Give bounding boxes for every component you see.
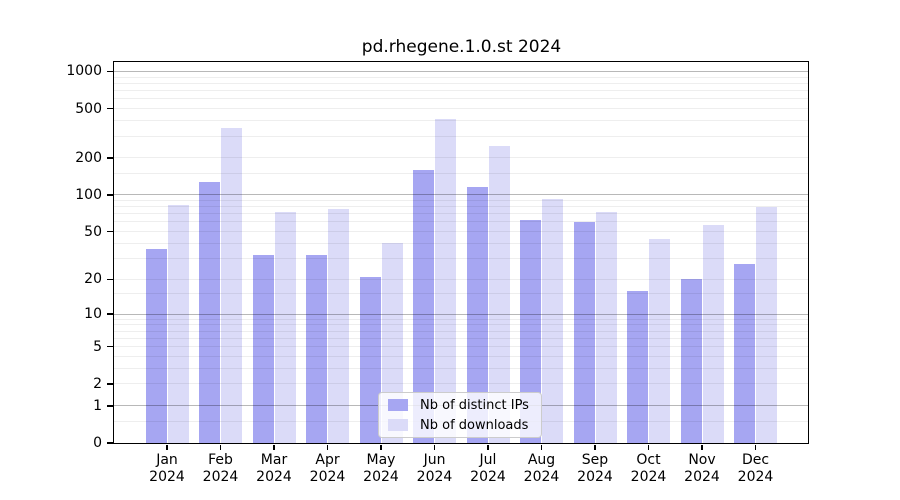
bar-distinct-ips-oct bbox=[627, 290, 648, 443]
bar-downloads-apr bbox=[328, 209, 349, 443]
bar-downloads-dec bbox=[756, 207, 777, 443]
x-tick-mark-may bbox=[380, 444, 382, 450]
legend-item-downloads: Nb of downloads bbox=[388, 418, 532, 433]
bar-downloads-mar bbox=[274, 211, 296, 443]
x-tick-mark-apr bbox=[326, 444, 329, 450]
bar-downloads-oct bbox=[649, 239, 670, 443]
gridline-minor bbox=[114, 82, 808, 84]
y-tick-mark bbox=[106, 442, 113, 444]
y-tick-label: 1 bbox=[93, 397, 102, 414]
y-tick-mark bbox=[106, 194, 113, 196]
bar-distinct-ips-may bbox=[359, 276, 381, 443]
x-tick-label-mar: Mar 2024 bbox=[256, 452, 292, 485]
gridline-minor bbox=[114, 135, 808, 137]
bar-downloads-aug bbox=[542, 199, 563, 443]
bar-distinct-ips-aug bbox=[520, 220, 541, 443]
bar-distinct-ips-jul bbox=[466, 186, 488, 443]
x-tick-label-may: May 2024 bbox=[363, 452, 399, 485]
x-tick-mark-aug bbox=[540, 444, 543, 450]
y-tick-mark bbox=[106, 107, 113, 110]
chart-title: pd.rhegene.1.0.st 2024 bbox=[361, 37, 562, 57]
x-tick-mark-dec bbox=[754, 444, 757, 450]
y-tick-label: 5 bbox=[93, 338, 102, 355]
gridline-minor bbox=[114, 120, 808, 122]
bar-downloads-jan bbox=[167, 205, 189, 443]
x-tick-mark-mar bbox=[273, 444, 275, 450]
bar-distinct-ips-jan bbox=[145, 248, 167, 443]
y-tick-mark bbox=[106, 345, 113, 348]
bar-distinct-ips-jun bbox=[413, 169, 434, 443]
y-tick-label: 1000 bbox=[66, 63, 102, 80]
y-tick-mark bbox=[106, 278, 113, 280]
y-tick-mark bbox=[106, 157, 113, 159]
bar-downloads-jul bbox=[488, 145, 510, 443]
x-tick-mark-jun bbox=[433, 444, 436, 450]
legend: Nb of distinct IPs Nb of downloads bbox=[378, 392, 542, 438]
bar-downloads-nov bbox=[702, 224, 724, 443]
bar-distinct-ips-sep bbox=[573, 221, 595, 443]
y-tick-label: 0 bbox=[93, 435, 102, 451]
bar-distinct-ips-apr bbox=[306, 254, 327, 443]
x-tick-label-oct: Oct 2024 bbox=[630, 452, 667, 485]
x-tick-label-jan: Jan 2024 bbox=[149, 452, 185, 485]
legend-item-distinct-ips: Nb of distinct IPs bbox=[388, 398, 532, 413]
bar-distinct-ips-nov bbox=[680, 279, 702, 443]
x-tick-mark-oct bbox=[647, 444, 650, 450]
bar-downloads-feb bbox=[221, 127, 242, 443]
y-tick-mark bbox=[106, 383, 113, 385]
x-tick-mark-jan bbox=[166, 444, 168, 450]
plot-area: Jan 2024 Feb 2024 Mar 2024 Apr 2024 May 2024 Jun 20… bbox=[66, 61, 809, 485]
bar-distinct-ips-mar bbox=[252, 254, 274, 443]
gridline-major bbox=[114, 70, 808, 72]
x-tick-label-nov: Nov 2024 bbox=[684, 452, 720, 485]
x-tick-label-feb: Feb 2024 bbox=[202, 452, 239, 485]
y-tick-label: 500 bbox=[75, 100, 102, 117]
gridline-minor bbox=[114, 76, 808, 78]
bar-downloads-jun bbox=[435, 119, 456, 443]
gridline-minor bbox=[114, 172, 808, 174]
x-tick-label-jul: Jul 2024 bbox=[470, 452, 506, 485]
y-tick-mark bbox=[106, 405, 113, 407]
y-tick-label: 100 bbox=[75, 186, 102, 203]
legend-swatch-distinct-ips bbox=[388, 399, 408, 411]
x-tick-label-aug: Aug 2024 bbox=[523, 452, 560, 485]
x-tick-label-sep: Sep 2024 bbox=[577, 452, 613, 485]
y-tick-label: 200 bbox=[75, 149, 102, 166]
gridline-minor bbox=[114, 157, 808, 159]
y-tick-mark bbox=[106, 230, 113, 233]
bar-distinct-ips-dec bbox=[734, 263, 755, 443]
gridline-minor bbox=[114, 98, 808, 100]
x-tick-mark-feb bbox=[219, 444, 222, 450]
y-tick-label: 20 bbox=[84, 271, 102, 288]
x-tick-label-dec: Dec 2024 bbox=[737, 452, 774, 485]
x-tick-mark-jul bbox=[487, 444, 489, 450]
x-tick-label-apr: Apr 2024 bbox=[309, 452, 346, 485]
y-tick-mark bbox=[106, 70, 113, 73]
y-tick-label: 2 bbox=[93, 375, 102, 392]
bar-downloads-sep bbox=[595, 212, 617, 443]
y-tick-label: 10 bbox=[84, 306, 102, 322]
legend-label-downloads: Nb of downloads bbox=[420, 417, 529, 433]
bar-distinct-ips-feb bbox=[199, 181, 220, 443]
y-tick-mark bbox=[106, 313, 113, 315]
y-tick-label: 50 bbox=[84, 223, 102, 240]
x-tick-mark-sep bbox=[594, 444, 596, 450]
gridline-minor bbox=[114, 108, 808, 110]
gridline-minor bbox=[114, 90, 808, 91]
legend-label-distinct-ips: Nb of distinct IPs bbox=[420, 397, 529, 413]
x-tick-label-jun: Jun 2024 bbox=[416, 452, 453, 485]
x-tick-mark-nov bbox=[701, 444, 703, 450]
legend-swatch-downloads bbox=[388, 419, 408, 431]
